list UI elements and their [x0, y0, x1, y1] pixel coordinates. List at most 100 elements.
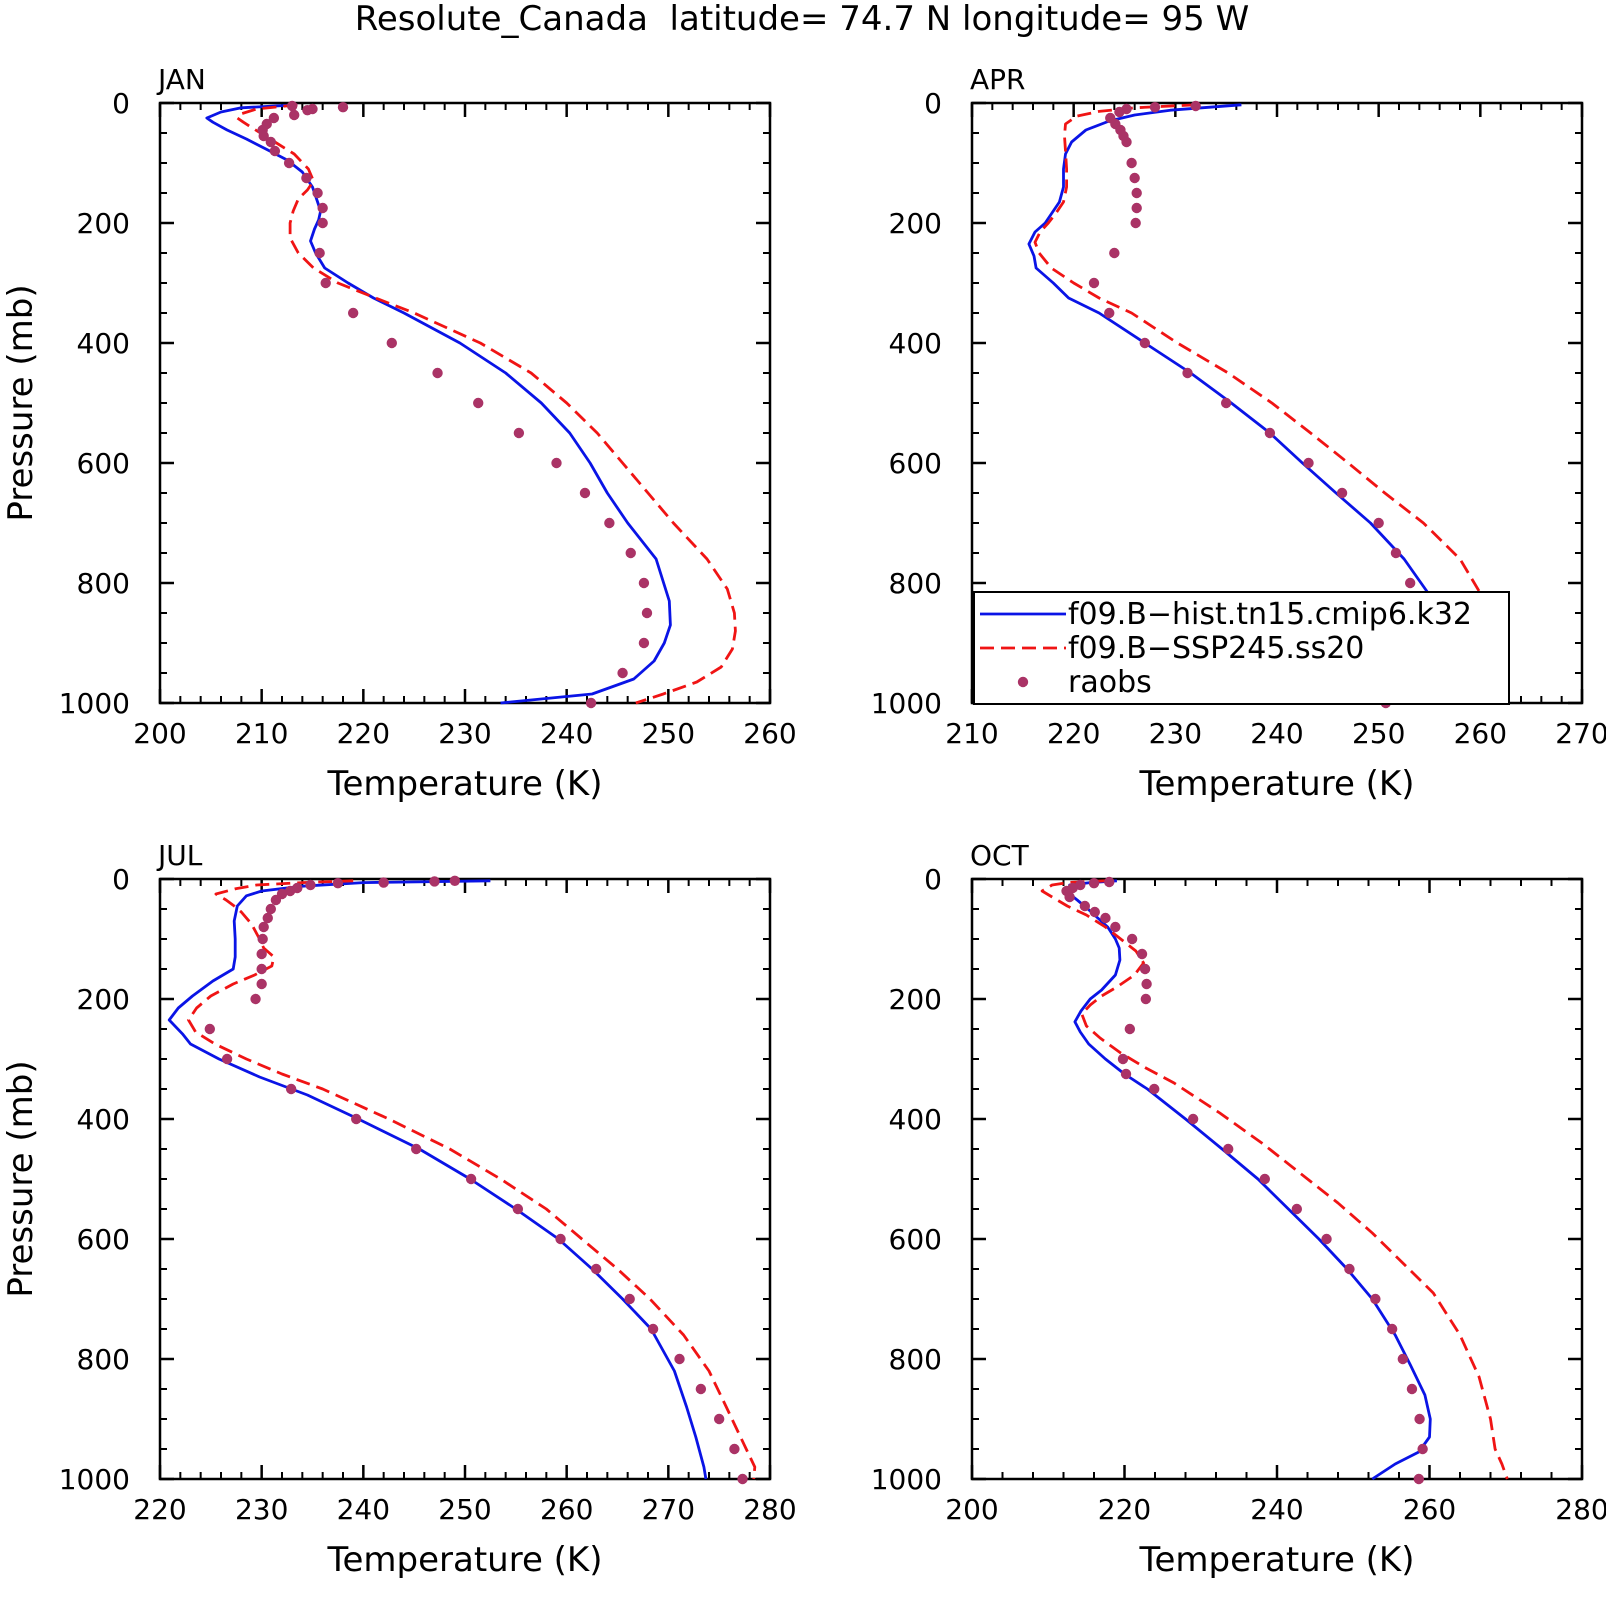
raobs-point	[638, 577, 650, 589]
raobs-point	[258, 921, 269, 933]
y-tick-label: 200	[77, 207, 130, 240]
raobs-point	[289, 109, 300, 121]
raobs-point	[1130, 217, 1141, 229]
raobs-point	[1397, 1353, 1409, 1365]
y-tick-label: 1000	[59, 1463, 130, 1496]
raobs-point	[270, 894, 282, 906]
y-tick-label: 1000	[59, 687, 130, 720]
x-tick-label: 200	[133, 717, 186, 750]
x-tick-label: 210	[945, 717, 998, 750]
raobs-point	[317, 202, 328, 214]
y-tick-label: 0	[112, 87, 130, 120]
raobs-point	[284, 885, 296, 897]
x-tick-label: 200	[945, 1493, 998, 1526]
x-tick-label: 280	[1555, 1493, 1606, 1526]
y-axis-label: Pressure (mb)	[1, 284, 41, 521]
raobs-point	[1417, 1443, 1428, 1455]
x-tick-label: 260	[1454, 717, 1507, 750]
x-tick-label: 240	[1250, 1493, 1303, 1526]
raobs-point	[1089, 906, 1100, 918]
raobs-point	[269, 145, 281, 157]
ssp245-line	[1040, 879, 1509, 1480]
raobs-point	[429, 876, 440, 887]
panel-frame	[158, 101, 772, 705]
x-axis-label: Temperature (K)	[1138, 1540, 1414, 1580]
panel-title: OCT	[970, 839, 1030, 872]
legend-label: f09.B−SSP245.ss20	[1068, 631, 1364, 666]
x-tick-label: 240	[540, 717, 593, 750]
hist-line	[167, 879, 708, 1480]
raobs-point	[305, 879, 316, 891]
raobs-point	[351, 1113, 362, 1125]
raobs-point	[1264, 427, 1276, 439]
x-tick-label: 220	[1047, 717, 1100, 750]
raobs-point	[1413, 1473, 1425, 1485]
series-solid	[1065, 879, 1432, 1481]
panel-frame	[970, 877, 1584, 1481]
raobs-point	[1291, 1203, 1303, 1215]
raobs-point	[386, 337, 397, 349]
raobs-point	[1373, 517, 1384, 529]
raobs-point	[1114, 106, 1125, 118]
figure-title: Resolute_Canada latitude= 74.7 N longitu…	[355, 0, 1249, 39]
raobs-point	[1344, 1263, 1355, 1275]
series-dot	[257, 100, 653, 709]
x-tick-label: 240	[1250, 717, 1303, 750]
raobs-point	[695, 1383, 707, 1395]
hist-line	[205, 103, 672, 705]
ssp245-line	[187, 879, 757, 1480]
panels: 200 210 220 230 240 250 260 0 200 400 600 800 1000 JA…	[1, 63, 1606, 1580]
raobs-point	[1386, 1323, 1398, 1335]
raobs-point	[585, 697, 597, 709]
legend-dot-marker	[1017, 676, 1029, 688]
panel-jan: 200 210 220 230 240 250 260 0 200 400 600 800 1000 JA…	[1, 63, 797, 804]
x-tick-label: 260	[1403, 1493, 1456, 1526]
raobs-point	[256, 978, 267, 990]
legend-box	[973, 591, 1510, 705]
raobs-point	[1110, 921, 1121, 933]
raobs-point	[1088, 277, 1100, 289]
raobs-point	[638, 637, 650, 649]
raobs-point	[301, 172, 312, 184]
raobs-point	[1390, 547, 1402, 559]
ssp245-line	[235, 103, 737, 705]
raobs-point	[449, 875, 461, 886]
hist-line	[1065, 879, 1432, 1481]
y-tick-label: 0	[112, 863, 130, 896]
raobs-point	[624, 1293, 635, 1305]
raobs-point	[432, 367, 443, 379]
raobs-point	[1100, 912, 1111, 924]
x-tick-label: 220	[133, 1493, 186, 1526]
x-tick-label: 220	[1098, 1493, 1151, 1526]
series-dashed	[187, 879, 757, 1480]
raobs-point	[647, 1323, 659, 1335]
raobs-point	[713, 1413, 725, 1425]
raobs-point	[1139, 337, 1151, 349]
raobs-point	[555, 1233, 566, 1245]
legend-label: f09.B−hist.tn15.cmip6.k32	[1068, 597, 1472, 632]
x-tick-label: 270	[642, 1493, 695, 1526]
y-tick-label: 1000	[871, 687, 942, 720]
panel-oct: 200 220 240 260 280 0 200 400 600 800 1000 OCT Tempe…	[871, 839, 1606, 1580]
panel-jul: 220 230 240 250 260 270 280 0 200 400 600 800 1000 JU…	[1, 839, 797, 1580]
raobs-point	[256, 948, 267, 960]
y-tick-label: 800	[889, 1343, 942, 1376]
raobs-point	[1109, 247, 1120, 259]
panel-title: JAN	[156, 63, 206, 96]
y-tick-label: 600	[77, 1223, 130, 1256]
raobs-point	[1139, 963, 1151, 975]
raobs-point	[674, 1353, 685, 1365]
raobs-point	[473, 397, 484, 409]
legend: f09.B−hist.tn15.cmip6.k32f09.B−SSP245.ss…	[973, 591, 1510, 705]
y-tick-label: 400	[889, 327, 942, 360]
panel-title: JUL	[156, 839, 203, 872]
y-tick-label: 600	[889, 1223, 942, 1256]
raobs-point	[1182, 367, 1193, 379]
x-tick-label: 210	[235, 717, 288, 750]
x-axis-label: Temperature (K)	[326, 1540, 602, 1580]
raobs-point	[1126, 157, 1137, 169]
x-tick-label: 220	[337, 717, 390, 750]
raobs-point	[1104, 876, 1115, 888]
raobs-point	[1121, 136, 1132, 148]
raobs-point	[1124, 1023, 1136, 1035]
